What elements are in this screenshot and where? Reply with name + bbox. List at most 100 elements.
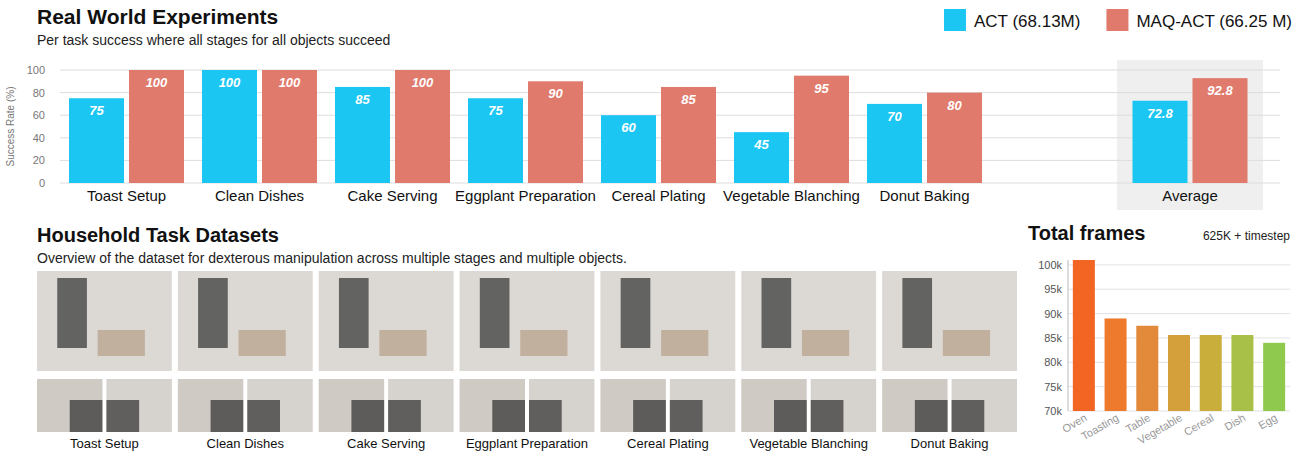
photo-placeholder [882, 271, 1017, 371]
bar [1168, 335, 1190, 411]
category-label: Egg [1256, 411, 1279, 431]
data-label: 90 [548, 86, 563, 101]
tick-label: 40 [33, 132, 45, 144]
data-labels: 75100857560457072.81001001009085958092.8 [89, 75, 1233, 152]
data-label: 70 [887, 109, 902, 124]
photo-gripper [811, 400, 844, 432]
bar [262, 70, 317, 183]
data-label: 72.8 [1147, 106, 1173, 121]
photo-placeholder [247, 379, 312, 432]
photo-robot-arm [198, 278, 228, 348]
data-label: 75 [89, 103, 104, 118]
bar [528, 81, 583, 183]
data-label: 60 [621, 120, 636, 135]
photo-gripper [952, 400, 985, 432]
grid-line [1068, 264, 1290, 265]
category-label: Clean Dishes [215, 187, 304, 204]
bar [335, 87, 390, 183]
photo-object [943, 330, 990, 356]
category-label: Cereal Plating [611, 187, 705, 204]
tick-label: 100k [1038, 259, 1062, 271]
data-label: 75 [488, 103, 503, 118]
legend-swatch [1106, 9, 1128, 31]
photo-gripper [388, 400, 421, 432]
data-label: 100 [146, 75, 168, 90]
tick-label: 90k [1044, 308, 1062, 320]
photo-object [379, 330, 426, 356]
bar [1200, 335, 1222, 411]
photo-robot-arm [480, 278, 510, 348]
photo-object [520, 330, 567, 356]
bar [601, 115, 656, 183]
task-label: Eggplant Preparation [466, 436, 588, 451]
bars [69, 70, 1248, 183]
tick-label: 85k [1044, 332, 1062, 344]
photo-gripper [774, 400, 807, 432]
category-label: Donut Baking [879, 187, 969, 204]
panel-title: Household Task Datasets [37, 224, 279, 246]
photo-placeholder [178, 379, 243, 432]
photo-gripper [70, 400, 103, 432]
photo-placeholder [529, 379, 594, 432]
photo-placeholder [460, 271, 595, 371]
bar [1073, 260, 1095, 411]
photo-placeholder [741, 271, 876, 371]
photo-placeholder [460, 379, 525, 432]
category-label: Vegetable [1136, 411, 1184, 446]
photo-gripper [529, 400, 562, 432]
photo-placeholder [600, 271, 735, 371]
tick-label: 80 [33, 87, 45, 99]
tick-label: 70k [1044, 405, 1062, 417]
bars [1073, 260, 1285, 411]
bar [794, 76, 849, 183]
photo-placeholder [106, 379, 171, 432]
legend: ACT (68.13M)MAQ-ACT (66.25 M) [944, 9, 1292, 31]
photo-gripper [633, 400, 666, 432]
photo-robot-arm [902, 278, 932, 348]
tick-label: 60 [33, 109, 45, 121]
photo-placeholder [388, 379, 453, 432]
category-label: Toasting [1079, 411, 1120, 442]
data-label: 95 [814, 81, 829, 96]
photo-placeholder [319, 271, 454, 371]
photo-gripper [670, 400, 703, 432]
category-label: Toast Setup [87, 187, 166, 204]
bar [1133, 101, 1188, 183]
data-label: 100 [219, 75, 241, 90]
legend-label: ACT (68.13M) [974, 12, 1080, 31]
title: Total frames [1028, 222, 1145, 244]
bar [1231, 335, 1253, 411]
photo-gripper [915, 400, 948, 432]
photo-gripper [351, 400, 384, 432]
grid-line [1068, 313, 1290, 314]
category-label: Vegetable Blanching [723, 187, 860, 204]
bar [1193, 78, 1248, 183]
bar [395, 70, 450, 183]
photo-placeholder [319, 379, 384, 432]
task-label: Vegetable Blanching [749, 436, 868, 451]
photo-placeholder [670, 379, 735, 432]
axis-line [1068, 260, 1069, 411]
task-label: Donut Baking [911, 436, 989, 451]
bar [867, 104, 922, 183]
bar [69, 98, 124, 183]
photo-placeholder [600, 379, 665, 432]
category-label: Eggplant Preparation [455, 187, 596, 204]
data-label: 100 [412, 75, 434, 90]
photo-robot-arm [762, 278, 792, 348]
axis-title: Success Rate (%) [5, 86, 16, 166]
data-label: 45 [753, 137, 769, 152]
photo-placeholder [811, 379, 876, 432]
tick-label: 80k [1044, 356, 1062, 368]
figure: Real World ExperimentsPer task success w… [0, 0, 1301, 455]
bar [1136, 326, 1158, 411]
photo-gripper [211, 400, 244, 432]
task-label: Toast Setup [70, 436, 139, 451]
bar [1263, 343, 1285, 411]
bar [202, 70, 257, 183]
photo-placeholder [37, 271, 172, 371]
tick-label: 75k [1044, 381, 1062, 393]
photo-object [802, 330, 849, 356]
photo-robot-arm [339, 278, 369, 348]
category-label: Cereal [1182, 411, 1216, 438]
